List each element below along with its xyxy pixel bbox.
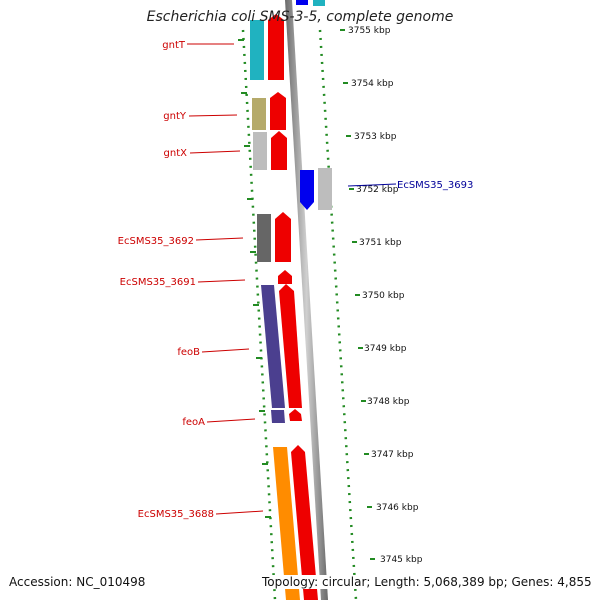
- map-title: Escherichia coli SMS-3-5, complete genom…: [146, 9, 454, 25]
- gene-arrow-EcSMS35_3688[interactable]: [291, 445, 318, 600]
- gene-label-gntT[interactable]: gntT: [162, 40, 186, 51]
- gene-label-feoB[interactable]: feoB: [177, 347, 200, 358]
- gene-bar-gntY[interactable]: [252, 98, 266, 130]
- left-axis-ticks: [238, 39, 271, 518]
- tick-label: 3749 kbp: [364, 344, 407, 354]
- tick-label: 3751 kbp: [359, 238, 402, 248]
- tick-label: 3747 kbp: [371, 450, 414, 460]
- callout-line: [197, 279, 246, 283]
- tick-label: 3746 kbp: [376, 503, 419, 513]
- tick-label: 3748 kbp: [367, 397, 410, 407]
- gene-arrow-EcSMS35_3693[interactable]: [300, 170, 314, 210]
- topology-text-inner: Topology: circular; Length: 5,068,389 bp…: [262, 575, 592, 589]
- tick-label: 3754 kbp: [351, 79, 394, 89]
- gene-label-EcSMS35_3688[interactable]: EcSMS35_3688: [138, 509, 214, 520]
- gene-arrow-gntT[interactable]: [268, 14, 284, 80]
- gene-arrow-EcSMS35_3692[interactable]: [275, 212, 291, 262]
- partial-cyan-feature: [313, 0, 325, 6]
- accession-text: Accession: NC_010498: [9, 575, 146, 589]
- callout-line: [189, 150, 241, 154]
- gene-label-gntX[interactable]: gntX: [164, 148, 188, 159]
- callout-line: [201, 348, 250, 353]
- gene-label-EcSMS35_3691[interactable]: EcSMS35_3691: [120, 277, 196, 288]
- gene-bar-gntX[interactable]: [253, 132, 267, 170]
- gene-bar-feoB[interactable]: [261, 285, 285, 408]
- tick-label: 3745 kbp: [380, 555, 423, 565]
- gene-labels: gntT gntY gntX EcSMS35_3693 EcSMS35_3692…: [118, 40, 474, 520]
- gene-bar-EcSMS35_3692[interactable]: [257, 214, 271, 262]
- callout-line: [188, 114, 238, 117]
- tick-label: 3753 kbp: [354, 132, 397, 142]
- ruler: 3755 kbp 3754 kbp 3753 kbp 3752 kbp 3751…: [340, 26, 423, 565]
- gene-arrow-feoA[interactable]: [289, 409, 302, 421]
- callout-line: [215, 510, 264, 515]
- gene-bar-EcSMS35_3688[interactable]: [273, 447, 300, 600]
- gene-arrow-EcSMS35_3691[interactable]: [278, 270, 292, 284]
- gene-arrow-feoB[interactable]: [279, 284, 302, 408]
- gene-bar-feoA[interactable]: [271, 410, 285, 423]
- top-partial-features: [296, 0, 325, 6]
- gene-bar-EcSMS35_3693-partner: [318, 168, 332, 210]
- right-dotted-axis: [318, 29, 358, 600]
- tick-label: 3752 kbp: [356, 185, 399, 195]
- tick-label: 3755 kbp: [348, 26, 391, 36]
- genome-backbone: [285, 0, 328, 600]
- gene-label-EcSMS35_3692[interactable]: EcSMS35_3692: [118, 236, 194, 247]
- partial-blue-feature: [296, 0, 308, 5]
- tick-label: 3750 kbp: [362, 291, 405, 301]
- callout-line: [206, 418, 256, 423]
- gene-arrow-gntY[interactable]: [270, 92, 286, 130]
- backbone-bar: [285, 0, 328, 600]
- gene-arrow-gntX[interactable]: [271, 131, 287, 170]
- callout-line: [347, 183, 397, 187]
- gene-bar-gntT[interactable]: [250, 20, 264, 80]
- callout-line: [195, 237, 244, 241]
- gene-features: [250, 14, 332, 600]
- topology-text: Topology: circular; Length: 5,068,389 bp…: [262, 575, 592, 589]
- gene-label-gntY[interactable]: gntY: [163, 111, 187, 122]
- gene-label-feoA[interactable]: feoA: [182, 417, 205, 428]
- gene-label-EcSMS35_3693[interactable]: EcSMS35_3693: [397, 180, 473, 191]
